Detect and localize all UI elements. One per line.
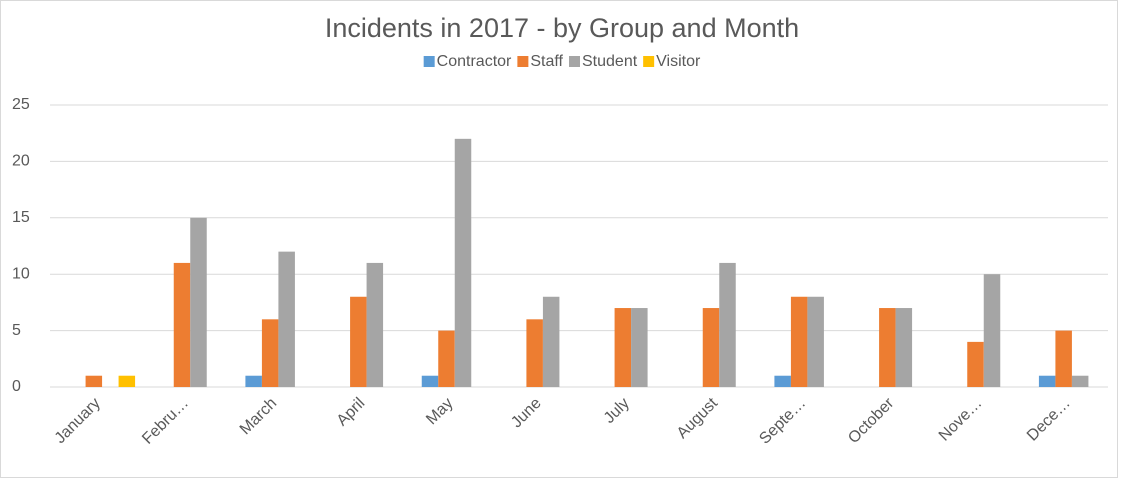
bar (774, 375, 791, 387)
bar (261, 319, 279, 387)
bar (631, 308, 648, 387)
legend: Contractor Staff Student Visitor (423, 53, 701, 70)
bar (1038, 375, 1056, 387)
legend-swatch (423, 56, 435, 67)
bar (245, 375, 262, 387)
bar (879, 308, 896, 387)
legend-label: Visitor (656, 53, 701, 70)
y-tick-label: 0 (12, 378, 21, 395)
bar (1071, 375, 1089, 387)
legend-swatch (569, 56, 580, 67)
bar (719, 262, 736, 387)
bar (983, 274, 1001, 387)
bar (967, 341, 984, 387)
bar (190, 217, 207, 387)
bar (118, 375, 136, 387)
bar (1055, 330, 1072, 387)
bar (614, 308, 632, 387)
bar (85, 375, 103, 387)
y-tick-label: 15 (12, 209, 30, 226)
bar (702, 308, 720, 387)
y-tick-label: 25 (12, 96, 30, 113)
legend-label: Staff (530, 53, 563, 70)
legend-label: Contractor (437, 53, 512, 70)
bar (790, 296, 808, 387)
y-tick-label: 5 (12, 322, 21, 339)
bar (895, 308, 913, 387)
chart-title: Incidents in 2017 - by Group and Month (325, 13, 799, 43)
bar (526, 319, 543, 387)
y-tick-label: 10 (12, 265, 30, 282)
legend-swatch (643, 56, 655, 67)
bar (278, 251, 295, 387)
y-tick-label: 20 (12, 153, 30, 170)
bar (807, 296, 824, 387)
bar (173, 262, 191, 387)
legend-swatch (517, 56, 529, 67)
bar (438, 330, 455, 387)
bar (350, 296, 367, 387)
bar (454, 138, 472, 387)
bar (421, 375, 439, 387)
bar (366, 262, 384, 387)
bar (542, 296, 560, 387)
legend-label: Student (582, 53, 638, 70)
